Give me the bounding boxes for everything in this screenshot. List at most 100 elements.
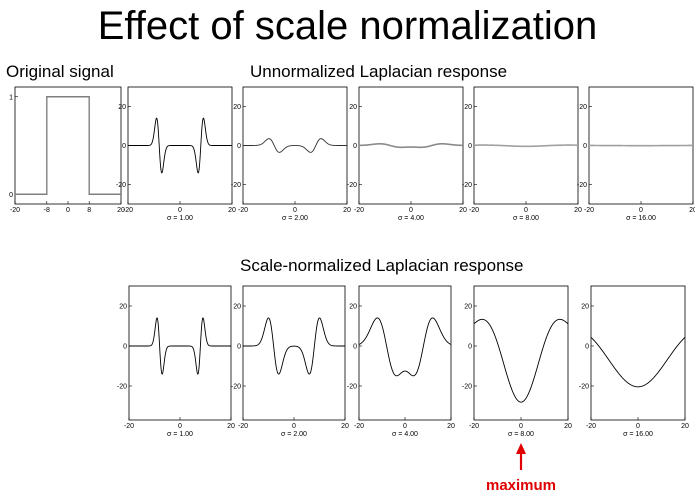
y-tick-label: 20 bbox=[349, 104, 357, 111]
y-tick-label: 20 bbox=[118, 104, 126, 111]
maximum-annotation: maximum bbox=[486, 443, 556, 494]
chart-n4: -20 0 20 20 0 -20 σ = 4.00 bbox=[347, 285, 455, 438]
normalized-row-label: Scale-normalized Laplacian response bbox=[240, 256, 524, 275]
series-line bbox=[243, 317, 345, 375]
series-line bbox=[473, 318, 569, 403]
x-tick-label: -20 bbox=[469, 423, 479, 430]
sigma-label: σ = 1.00 bbox=[167, 215, 193, 222]
chart-u4: -20 0 20 20 0 -20 σ = 4.00 bbox=[347, 86, 467, 222]
chart-u1: -20 0 20 20 0 -20 σ = 1.00 bbox=[116, 86, 236, 222]
x-tick-label: 0 bbox=[524, 207, 528, 214]
maximum-label: maximum bbox=[486, 477, 556, 494]
y-tick-label: 20 bbox=[233, 304, 241, 311]
y-tick-label: -20 bbox=[117, 384, 127, 391]
x-tick-label: -20 bbox=[238, 423, 248, 430]
y-tick-label: 20 bbox=[464, 104, 472, 111]
x-tick-label: -20 bbox=[123, 207, 133, 214]
y-tick-label: 0 bbox=[583, 143, 587, 150]
chart-u2: -20 0 20 20 0 -20 σ = 2.00 bbox=[231, 86, 351, 222]
y-tick-label: 20 bbox=[581, 304, 589, 311]
y-tick-label: -20 bbox=[347, 182, 357, 189]
y-tick-label: -20 bbox=[577, 182, 587, 189]
x-tick-label: 0 bbox=[409, 207, 413, 214]
original-signal-label: Original signal bbox=[6, 62, 114, 81]
series-line bbox=[358, 317, 452, 377]
y-tick-label: -20 bbox=[347, 384, 357, 391]
sigma-label: σ = 2.00 bbox=[282, 215, 308, 222]
x-tick-label: 20 bbox=[681, 423, 689, 430]
x-tick-label: -20 bbox=[238, 207, 248, 214]
x-tick-label: -20 bbox=[584, 207, 594, 214]
plot-frame bbox=[590, 285, 686, 421]
y-tick-label: 0 bbox=[9, 192, 13, 199]
x-tick-label: 0 bbox=[292, 423, 296, 430]
x-tick-label: 20 bbox=[117, 207, 125, 214]
y-tick-label: -20 bbox=[231, 384, 241, 391]
sigma-label: σ = 16.00 bbox=[626, 215, 656, 222]
x-tick-label: 20 bbox=[227, 423, 235, 430]
y-tick-label: -20 bbox=[116, 182, 126, 189]
y-tick-label: 0 bbox=[237, 344, 241, 351]
series-line bbox=[128, 117, 232, 174]
x-tick-label: 0 bbox=[66, 207, 70, 214]
series-line bbox=[358, 142, 464, 149]
chart-n2: -20 0 20 20 0 -20 σ = 2.00 bbox=[231, 285, 349, 438]
series-line bbox=[590, 336, 686, 388]
y-tick-label: 20 bbox=[464, 304, 472, 311]
x-tick-label: -20 bbox=[354, 207, 364, 214]
sigma-label: σ = 8.00 bbox=[508, 431, 534, 438]
y-tick-label: -20 bbox=[462, 384, 472, 391]
plot-frame bbox=[14, 86, 122, 205]
plot-frame bbox=[358, 285, 452, 421]
chart-u8: -20 0 20 20 0 -20 σ = 8.00 bbox=[462, 86, 582, 222]
chart-n1: -20 0 20 20 0 -20 σ = 1.00 bbox=[117, 285, 235, 438]
x-tick-label: 20 bbox=[447, 423, 455, 430]
y-tick-label: 20 bbox=[349, 304, 357, 311]
y-tick-label: 0 bbox=[585, 344, 589, 351]
chart-u16: -20 0 20 20 0 -20 σ = 16.00 bbox=[577, 86, 695, 222]
chart-n16: -20 0 20 20 0 -20 σ = 16.00 bbox=[579, 285, 689, 438]
x-tick-label: 20 bbox=[459, 207, 467, 214]
y-tick-label: 20 bbox=[119, 304, 127, 311]
y-tick-label: -20 bbox=[231, 182, 241, 189]
x-tick-label: 0 bbox=[293, 207, 297, 214]
arrow-head bbox=[516, 443, 526, 454]
plot-frame bbox=[242, 285, 346, 421]
y-tick-label: 0 bbox=[122, 143, 126, 150]
series-line bbox=[15, 96, 121, 195]
x-tick-label: 8 bbox=[87, 207, 91, 214]
x-tick-label: -20 bbox=[354, 423, 364, 430]
x-tick-label: -20 bbox=[469, 207, 479, 214]
x-tick-label: 20 bbox=[341, 423, 349, 430]
sigma-label: σ = 16.00 bbox=[623, 431, 653, 438]
y-tick-label: 0 bbox=[237, 143, 241, 150]
y-tick-label: 0 bbox=[468, 344, 472, 351]
x-tick-label: 0 bbox=[639, 207, 643, 214]
sigma-label: σ = 4.00 bbox=[398, 215, 424, 222]
slide-title: Effect of scale normalization bbox=[97, 4, 598, 48]
plot-frame bbox=[358, 86, 464, 205]
x-tick-label: 0 bbox=[178, 423, 182, 430]
x-tick-label: -20 bbox=[124, 423, 134, 430]
unnormalized-row-label: Unnormalized Laplacian response bbox=[250, 62, 508, 81]
series-line bbox=[129, 317, 231, 375]
plot-frame bbox=[128, 285, 232, 421]
series-line bbox=[243, 138, 347, 153]
chart-orig: -20 -8 0 8 20 0 1 bbox=[9, 86, 125, 214]
x-tick-label: 20 bbox=[564, 423, 572, 430]
sigma-label: σ = 8.00 bbox=[513, 215, 539, 222]
y-tick-label: 0 bbox=[468, 143, 472, 150]
x-tick-label: 0 bbox=[178, 207, 182, 214]
y-tick-label: 0 bbox=[123, 344, 127, 351]
y-tick-label: -20 bbox=[462, 182, 472, 189]
x-tick-label: -8 bbox=[44, 207, 50, 214]
y-tick-label: 20 bbox=[233, 104, 241, 111]
x-tick-label: -20 bbox=[586, 423, 596, 430]
sigma-label: σ = 4.00 bbox=[392, 431, 418, 438]
y-tick-label: 0 bbox=[353, 143, 357, 150]
x-tick-label: -20 bbox=[10, 207, 20, 214]
y-tick-label: 20 bbox=[579, 104, 587, 111]
x-tick-label: 0 bbox=[519, 423, 523, 430]
sigma-label: σ = 1.00 bbox=[167, 431, 193, 438]
